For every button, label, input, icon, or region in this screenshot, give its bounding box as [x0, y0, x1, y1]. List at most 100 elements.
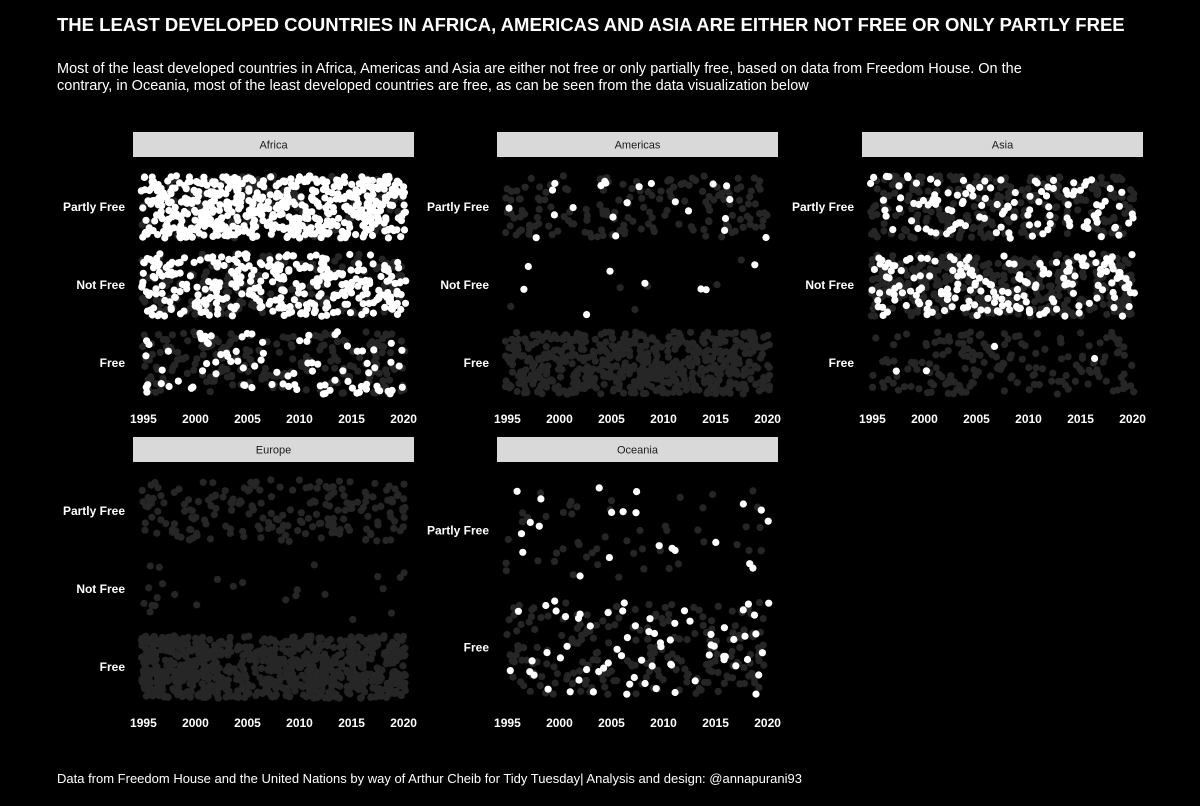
ldc-point: [212, 358, 220, 366]
other-point: [747, 187, 755, 195]
other-point: [391, 517, 399, 525]
other-point: [724, 673, 732, 682]
ldc-point: [259, 193, 267, 201]
other-point: [344, 372, 352, 380]
ldc-point: [140, 173, 148, 181]
other-point: [684, 355, 693, 363]
other-point: [267, 476, 275, 484]
other-point: [1017, 256, 1025, 265]
ldc-point: [1011, 189, 1019, 197]
other-point: [535, 205, 543, 213]
ldc-point: [691, 677, 699, 685]
other-point: [562, 599, 570, 607]
ldc-point: [238, 290, 246, 298]
ldc-point: [1016, 271, 1024, 279]
other-point: [1084, 380, 1092, 388]
ldc-point: [353, 347, 361, 355]
ldc-point: [327, 222, 335, 230]
other-point: [1048, 288, 1056, 296]
ldc-point: [142, 288, 151, 296]
x-tick-label: 1995: [130, 716, 157, 730]
ldc-point: [152, 285, 160, 293]
other-point: [639, 357, 647, 366]
chart-subtitle: Most of the least developed countries in…: [57, 61, 1022, 94]
other-point: [358, 657, 366, 665]
other-point: [927, 208, 935, 216]
ldc-point: [212, 229, 220, 237]
other-point: [988, 221, 997, 229]
ldc-point: [1046, 220, 1054, 228]
ldc-point: [247, 205, 255, 213]
other-point: [964, 352, 972, 361]
ldc-point: [895, 282, 903, 290]
other-point: [880, 220, 888, 228]
ldc-point: [928, 308, 936, 316]
ldc-point: [684, 207, 693, 215]
other-point: [159, 336, 167, 344]
other-point: [895, 277, 903, 285]
ldc-point: [1093, 294, 1101, 302]
other-point: [533, 643, 541, 651]
other-point: [205, 496, 213, 504]
other-point: [703, 389, 711, 397]
ldc-point: [401, 299, 410, 307]
ldc-point: [1032, 281, 1040, 289]
other-point: [925, 360, 934, 368]
ldc-point: [228, 312, 236, 320]
other-point: [687, 223, 695, 231]
ldc-point: [387, 358, 395, 366]
other-point: [615, 196, 623, 204]
other-point: [369, 493, 377, 501]
other-point: [980, 234, 989, 242]
ldc-point: [303, 337, 311, 345]
other-point: [579, 658, 587, 666]
other-point: [524, 357, 532, 365]
ldc-point: [997, 176, 1005, 184]
ldc-point: [1064, 201, 1072, 209]
other-point: [507, 302, 515, 310]
y-tick-label: Not Free: [440, 278, 489, 292]
other-point: [533, 213, 542, 222]
ldc-point: [400, 201, 408, 209]
ldc-point: [245, 185, 253, 193]
other-point: [644, 635, 652, 643]
ldc-point: [170, 224, 178, 232]
other-point: [746, 215, 754, 223]
other-point: [1015, 332, 1023, 340]
other-point: [755, 598, 764, 607]
other-point: [288, 285, 296, 293]
ldc-point: [358, 347, 367, 355]
ldc-point: [885, 173, 893, 181]
ldc-point: [943, 285, 952, 293]
ldc-point: [514, 607, 523, 615]
other-point: [217, 651, 225, 659]
ldc-point: [215, 283, 223, 291]
ldc-point: [922, 367, 931, 375]
other-point: [344, 689, 352, 697]
ldc-point: [898, 289, 907, 297]
ldc-point: [375, 200, 383, 208]
other-point: [531, 625, 539, 634]
other-point: [610, 677, 618, 685]
other-point: [1109, 387, 1117, 395]
other-point: [706, 659, 715, 668]
other-point: [902, 330, 911, 338]
other-point: [542, 512, 550, 521]
other-point: [707, 354, 715, 362]
other-point: [636, 331, 644, 339]
ldc-point: [201, 332, 209, 340]
ldc-point: [341, 292, 349, 300]
ldc-point: [384, 179, 392, 187]
ldc-point: [308, 299, 316, 308]
ldc-point: [623, 690, 631, 698]
ldc-point: [280, 311, 288, 319]
ldc-point: [302, 214, 310, 222]
other-point: [740, 366, 748, 374]
other-point: [378, 255, 386, 263]
other-point: [596, 341, 604, 349]
ldc-point: [990, 288, 998, 296]
x-tick-label: 2020: [390, 716, 417, 730]
other-point: [726, 389, 734, 397]
other-point: [348, 645, 356, 653]
ldc-point: [354, 267, 362, 275]
